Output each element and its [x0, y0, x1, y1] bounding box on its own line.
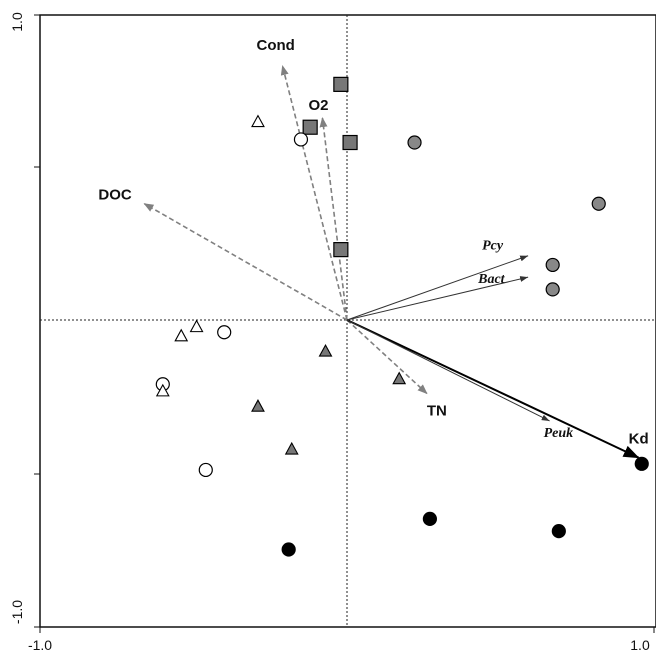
point-triangle-5-3 — [284, 441, 299, 455]
species-label-pcy: Pcy — [482, 239, 504, 254]
env-vector-doc — [143, 203, 348, 321]
point-square-0-0 — [333, 76, 349, 92]
labels-layer: Cond O2 DOC TN Kd Pcy Bact Peuk — [98, 37, 648, 448]
point-triangle-5-1 — [392, 371, 407, 385]
env-vector-tn — [346, 319, 428, 395]
point-circle-3-1 — [217, 325, 232, 340]
species-label-bact: Bact — [477, 272, 506, 287]
point-circle-2-1 — [422, 511, 437, 527]
env-vector-kd — [346, 319, 640, 459]
y-tick-label-min: -1.0 — [9, 600, 25, 624]
point-square-0-1 — [302, 119, 318, 135]
point-circle-3-3 — [198, 462, 213, 478]
point-triangle-4-3 — [155, 383, 170, 397]
y-tick-label-max: 1.0 — [9, 12, 25, 32]
point-square-0-3 — [333, 242, 349, 258]
point-circle-2-0 — [634, 456, 649, 471]
point-circle-1-0 — [407, 135, 422, 150]
points-layer — [155, 76, 649, 557]
point-circle-1-3 — [545, 282, 560, 297]
point-circle-3-0 — [293, 132, 309, 147]
env-vector-cond — [280, 65, 348, 321]
point-triangle-4-2 — [174, 328, 189, 342]
species-vector-pcy — [346, 255, 529, 321]
point-triangle-4-0 — [251, 114, 265, 128]
env-label-cond: Cond — [257, 37, 295, 54]
vectors-layer — [143, 65, 640, 459]
env-label-kd: Kd — [629, 431, 649, 448]
env-label-o2: O2 — [308, 97, 328, 114]
point-triangle-5-2 — [251, 399, 265, 412]
point-circle-2-3 — [281, 542, 296, 557]
species-vector-bact — [346, 276, 529, 321]
species-label-peuk: Peuk — [544, 426, 574, 441]
point-triangle-4-1 — [189, 319, 204, 333]
point-square-0-2 — [342, 134, 358, 151]
x-tick-label-min: -1.0 — [28, 637, 52, 653]
species-vector-peuk — [346, 319, 550, 422]
env-vector-o2 — [319, 117, 348, 321]
point-triangle-5-0 — [318, 343, 333, 357]
env-label-tn: TN — [427, 402, 447, 419]
env-label-doc: DOC — [98, 187, 132, 204]
point-circle-1-2 — [545, 257, 560, 273]
point-circle-1-1 — [591, 196, 606, 211]
x-tick-label-max: 1.0 — [630, 637, 650, 653]
point-circle-2-2 — [551, 524, 566, 539]
